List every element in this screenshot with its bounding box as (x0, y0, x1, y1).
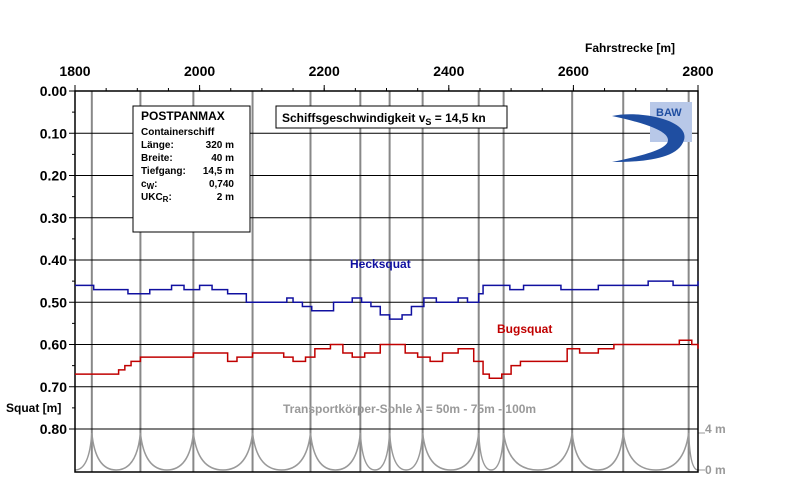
vessel-info-label-sub: R (163, 195, 169, 204)
svg-text:Schiffsgeschwindigkeit vS = 14: Schiffsgeschwindigkeit vS = 14,5 kn (282, 111, 486, 127)
series-lines (75, 280, 699, 380)
vessel-info-label-text: Tiefgang: (141, 166, 186, 177)
vessel-info-label: Breite: (141, 153, 173, 164)
x-tick-label: 1800 (59, 63, 90, 79)
x-tick-label: 2200 (309, 63, 340, 79)
series-label-bugsquat: Bugsquat (497, 322, 552, 336)
vessel-info-label: UKCR: (141, 192, 172, 204)
x-tick-label: 2000 (184, 63, 215, 79)
logo-swoosh-icon (612, 114, 685, 162)
baw-logo: BAW (612, 102, 692, 162)
logo-text: BAW (656, 107, 682, 119)
x-tick-label: 2400 (433, 63, 464, 79)
y-tick-label: 0.80 (40, 421, 67, 437)
sohle-scale-bottom: 0 m (705, 463, 726, 477)
vessel-info-label-sub: W (147, 182, 155, 191)
y-tick-label: 0.30 (40, 210, 67, 226)
sohle-label: Transportkörper-Sohle λ = 50m - 75m - 10… (283, 402, 536, 416)
vessel-info-label-suffix: : (168, 192, 171, 203)
vessel-info-label: Länge: (141, 140, 174, 151)
sohle-profile (74, 432, 705, 471)
sohle-curve (74, 432, 699, 471)
vessel-info-value: 320 m (206, 140, 234, 151)
y-tick-label: 0.50 (40, 294, 67, 310)
series-label-hecksquat: Hecksquat (350, 257, 411, 271)
speed-annotation-sub: S (425, 117, 431, 127)
y-tick-label: 0.20 (40, 168, 67, 184)
series-line-hecksquat (75, 280, 699, 320)
vessel-info-value: 40 m (211, 153, 234, 164)
speed-annotation-box: Schiffsgeschwindigkeit vS = 14,5 kn (275, 105, 508, 129)
y-tick-label: 0.10 (40, 125, 67, 141)
vessel-info-value: 14,5 m (203, 166, 234, 177)
vessel-info-label-text: Breite: (141, 153, 173, 164)
y-tick-label: 0.60 (40, 337, 67, 353)
speed-annotation-value: = 14,5 kn (431, 111, 485, 125)
series-line-bugsquat (75, 339, 699, 380)
vessel-info-label-text: c (141, 179, 147, 190)
vessel-info-title: POSTPANMAX (141, 109, 225, 123)
vessel-info-label-suffix: : (154, 179, 157, 190)
speed-annotation-text: Schiffsgeschwindigkeit v (282, 111, 426, 125)
vessel-info-label-text: Länge: (141, 140, 174, 151)
x-tick-label: 2800 (682, 63, 713, 79)
vessel-info-value: 2 m (217, 192, 234, 203)
x-axis-ticks: 1800 2000 2200 2400 2600 2800 (59, 63, 714, 91)
sohle-scale-top: 4 m (705, 422, 726, 436)
vessel-info-rows: Länge: 320 m Breite: 40 m Tiefgang: 14,5 m cW:… (141, 140, 234, 204)
vessel-info-box: POSTPANMAX Containerschiff Länge: 320 m Br… (132, 105, 251, 233)
vessel-info-subtitle: Containerschiff (141, 127, 215, 138)
x-axis-title: Fahrstrecke [m] (585, 41, 675, 55)
vessel-info-label: Tiefgang: (141, 166, 186, 177)
x-tick-label: 2600 (558, 63, 589, 79)
y-axis-ticks: 0.00 0.10 0.20 0.30 0.40 0.50 0.60 0.70 0.80 (40, 83, 75, 437)
y-tick-label: 0.00 (40, 83, 67, 99)
vessel-info-label-text: UKC (141, 192, 163, 203)
y-axis-title: Squat [m] (6, 401, 61, 415)
vessel-info-label: cW: (141, 179, 157, 191)
vessel-info-value: 0,740 (209, 179, 234, 190)
y-tick-label: 0.70 (40, 379, 67, 395)
y-tick-label: 0.40 (40, 252, 67, 268)
